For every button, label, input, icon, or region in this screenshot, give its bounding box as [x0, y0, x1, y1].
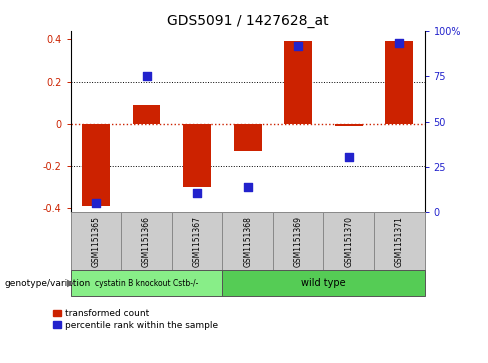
Text: GSM1151371: GSM1151371	[395, 216, 404, 267]
Point	[193, 190, 201, 196]
Bar	[183, 124, 211, 187]
Text: GSM1151365: GSM1151365	[92, 216, 101, 267]
Bar	[335, 124, 363, 126]
Point	[92, 200, 100, 206]
Bar	[273, 212, 324, 270]
Legend: transformed count, percentile rank within the sample: transformed count, percentile rank withi…	[53, 309, 218, 330]
Point	[294, 43, 302, 49]
Bar	[133, 105, 161, 124]
Bar	[122, 212, 172, 270]
Bar	[172, 212, 223, 270]
Bar	[223, 212, 273, 270]
Text: cystatin B knockout Cstb-/-: cystatin B knockout Cstb-/-	[95, 279, 198, 287]
Point	[244, 184, 252, 190]
Text: GSM1151368: GSM1151368	[243, 216, 252, 267]
Bar	[223, 270, 425, 296]
Text: genotype/variation: genotype/variation	[5, 279, 91, 287]
Text: GSM1151370: GSM1151370	[344, 216, 353, 267]
Text: ▶: ▶	[67, 278, 75, 288]
Bar	[234, 124, 262, 151]
Text: wild type: wild type	[301, 278, 346, 288]
Text: GSM1151366: GSM1151366	[142, 216, 151, 267]
Point	[395, 40, 403, 46]
Bar	[71, 212, 122, 270]
Point	[142, 73, 150, 78]
Title: GDS5091 / 1427628_at: GDS5091 / 1427628_at	[167, 15, 328, 28]
Bar	[324, 212, 374, 270]
Bar	[285, 41, 312, 124]
Bar	[386, 41, 413, 124]
Text: GSM1151369: GSM1151369	[294, 216, 303, 267]
Bar	[71, 270, 223, 296]
Bar	[82, 124, 110, 206]
Text: GSM1151367: GSM1151367	[193, 216, 202, 267]
Point	[345, 155, 353, 160]
Bar	[374, 212, 425, 270]
